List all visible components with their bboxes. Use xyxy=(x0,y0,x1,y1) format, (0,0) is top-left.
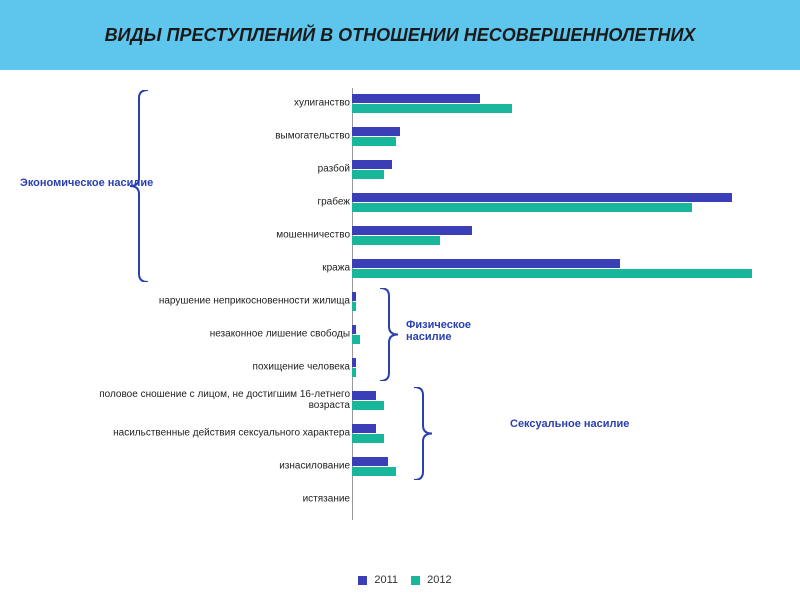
legend-swatch-2011 xyxy=(358,576,367,585)
bar-2011 xyxy=(352,259,620,268)
category-label: незаконное лишение свободы xyxy=(90,329,350,340)
chart-area: хулиганство вымогательство разбой грабеж мош… xyxy=(0,70,800,570)
chart-row: половое сношение с лицом, не достигшим 1… xyxy=(0,385,800,415)
bar-2011 xyxy=(352,127,400,136)
header-bar: ВИДЫ ПРЕСТУПЛЕНИЙ В ОТНОШЕНИИ НЕСОВЕРШЕН… xyxy=(0,0,800,70)
category-label: нарушение неприкосновенности жилища xyxy=(90,296,350,307)
bar-2012 xyxy=(352,467,396,476)
bar-2012 xyxy=(352,137,396,146)
group-label: Физическое насилие xyxy=(406,319,496,343)
category-label: насильственные действия сексуального хар… xyxy=(90,428,350,439)
group-label: Экономическое насилие xyxy=(20,177,153,189)
bar-2011 xyxy=(352,94,480,103)
category-label: половое сношение с лицом, не достигшим 1… xyxy=(90,389,350,411)
category-label: похищение человека xyxy=(90,362,350,373)
category-label: хулиганство xyxy=(90,98,350,109)
bar-2011 xyxy=(352,391,376,400)
bar-2012 xyxy=(352,401,384,410)
bracket-right xyxy=(414,387,442,480)
category-label: мошенничество xyxy=(90,230,350,241)
chart-row: кража xyxy=(0,253,800,283)
category-label: вымогательство xyxy=(90,131,350,142)
bar-2012 xyxy=(352,434,384,443)
bar-2012 xyxy=(352,269,752,278)
chart-legend: 2011 2012 xyxy=(0,570,800,586)
legend-label-2011: 2011 xyxy=(374,574,398,586)
bar-2011 xyxy=(352,325,356,334)
bar-2011 xyxy=(352,457,388,466)
chart-row: грабеж xyxy=(0,187,800,217)
category-label: истязание xyxy=(90,494,350,505)
chart-row: хулиганство xyxy=(0,88,800,118)
bar-2011 xyxy=(352,193,732,202)
bar-2012 xyxy=(352,335,360,344)
bar-2011 xyxy=(352,424,376,433)
bar-2012 xyxy=(352,368,356,377)
bar-2012 xyxy=(352,236,440,245)
bar-2011 xyxy=(352,226,472,235)
chart-row: истязание xyxy=(0,484,800,514)
category-label: изнасилование xyxy=(90,461,350,472)
bar-2011 xyxy=(352,292,356,301)
group-label: Сексуальное насилие xyxy=(510,418,629,430)
bar-2012 xyxy=(352,170,384,179)
bracket-right xyxy=(380,288,408,381)
bar-2012 xyxy=(352,203,692,212)
page-title: ВИДЫ ПРЕСТУПЛЕНИЙ В ОТНОШЕНИИ НЕСОВЕРШЕН… xyxy=(105,24,696,47)
chart-row: мошенничество xyxy=(0,220,800,250)
category-label: кража xyxy=(90,263,350,274)
chart-row: изнасилование xyxy=(0,451,800,481)
bar-2011 xyxy=(352,160,392,169)
bar-2012 xyxy=(352,302,356,311)
legend-swatch-2012 xyxy=(411,576,420,585)
category-label: грабеж xyxy=(90,197,350,208)
bar-2011 xyxy=(352,358,356,367)
chart-row: насильственные действия сексуального хар… xyxy=(0,418,800,448)
legend-label-2012: 2012 xyxy=(427,574,451,586)
category-label: разбой xyxy=(90,164,350,175)
chart-row: вымогательство xyxy=(0,121,800,151)
bar-2012 xyxy=(352,104,512,113)
